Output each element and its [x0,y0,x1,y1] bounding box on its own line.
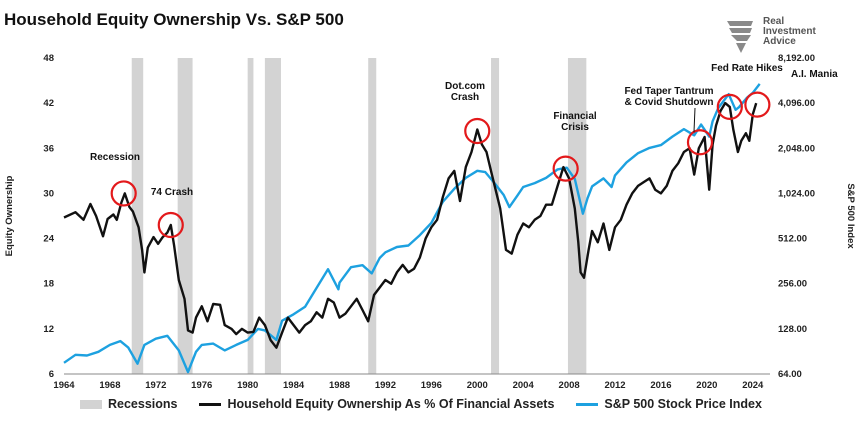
annotation-circle [716,93,743,121]
legend-item-sp500: S&P 500 Stock Price Index [576,397,762,411]
x-tick-label: 1976 [191,380,212,391]
logo-text: Real Investment Advice [763,17,816,47]
x-tick-label: 1964 [53,380,75,391]
x-tick-label: 1992 [375,380,396,391]
annotation-circle [744,91,771,118]
x-tick-label: 1996 [421,380,442,391]
left-tick-label: 6 [49,369,54,380]
right-tick-label: 1,024.00 [778,188,815,199]
annotation-label: Fed Taper Tantrum [624,86,713,97]
annotation-circle [686,129,714,156]
x-tick-label: 1980 [237,380,258,391]
series-lines [63,83,761,374]
left-axis-title: Equity Ownership [4,175,15,256]
left-tick-label: 36 [43,143,54,154]
x-tick-label: 1968 [99,380,120,391]
legend-swatch-equity [199,402,222,406]
right-tick-label: 256.00 [778,279,807,290]
recession-band [567,58,587,374]
x-tick-label: 2004 [513,380,535,391]
sp500-series-line [63,83,761,374]
annotation-pointer [693,107,696,133]
x-tick-label: 2000 [467,380,488,391]
logo-line-3: Advice [763,36,796,47]
right-axis-title: S&P 500 Index [845,183,856,249]
recession-band [247,58,254,374]
annotation-label: A.I. Mania [791,69,838,80]
left-tick-label: 42 [43,98,54,109]
right-tick-label: 2,048.00 [778,143,815,154]
company-logo: Real Investment Advice [725,17,845,57]
equity-ownership-series-line [63,101,758,349]
right-tick-label: 512.00 [778,234,807,245]
annotation-label: Crash [451,92,479,103]
annotation-circle [464,117,491,145]
x-tick-label: 2012 [604,380,625,391]
right-tick-label: 64.00 [778,369,802,380]
legend-swatch-recessions [80,399,102,409]
logo-line-2: Investment [763,26,816,37]
annotation-label: Crisis [561,122,589,133]
annotation-label: 74 Crash [151,187,193,198]
annotation-circle [110,180,137,207]
x-tick-label: 1972 [145,380,166,391]
legend-label-sp500: S&P 500 Stock Price Index [604,397,762,411]
legend-label-equity: Household Equity Ownership As % Of Finan… [227,397,555,411]
left-tick-label: 30 [43,188,54,199]
annotation-label: Recession [90,152,140,163]
left-tick-label: 12 [43,324,54,335]
right-tick-label: 128.00 [778,324,807,335]
legend-item-recessions: Recessions [80,397,177,411]
right-tick-label: 8,192.00 [778,53,815,64]
chart-title: Household Equity Ownership Vs. S&P 500 [4,10,344,29]
recession-band [368,58,377,374]
annotation-circle [157,211,184,239]
annotation-label: & Covid Shutdown [625,97,714,108]
left-tick-label: 18 [43,279,54,290]
axes: 1964 1968 1972 1976 1980 1984 1988 1992 1996 2000… [43,53,815,391]
recession-band [131,58,144,374]
annotation-label: Dot.com [445,81,485,92]
right-tick-label: 4,096.00 [778,98,815,109]
recession-bands [131,58,587,374]
annotation-circle [552,155,579,182]
legend-swatch-sp500 [576,402,599,406]
legend-label-recessions: Recessions [108,397,178,411]
annotation-label: Financial [553,111,597,122]
legend: Recessions Household Equity Ownership As… [80,396,784,412]
x-tick-label: 2016 [650,380,671,391]
left-tick-label: 24 [43,234,54,245]
recession-band [177,58,193,374]
eagle-logo-icon [727,21,753,53]
left-tick-label: 48 [43,53,54,64]
x-tick-label: 1988 [329,380,350,391]
recession-band [491,58,500,374]
x-tick-label: 1984 [283,380,305,391]
x-tick-label: 2024 [742,380,764,391]
x-tick-label: 2008 [559,380,580,391]
x-tick-label: 2020 [696,380,717,391]
annotation-label: Fed Rate Hikes [711,63,783,74]
legend-item-equity: Household Equity Ownership As % Of Finan… [199,397,554,411]
recession-band [264,58,281,374]
logo-line-1: Real [763,16,785,27]
